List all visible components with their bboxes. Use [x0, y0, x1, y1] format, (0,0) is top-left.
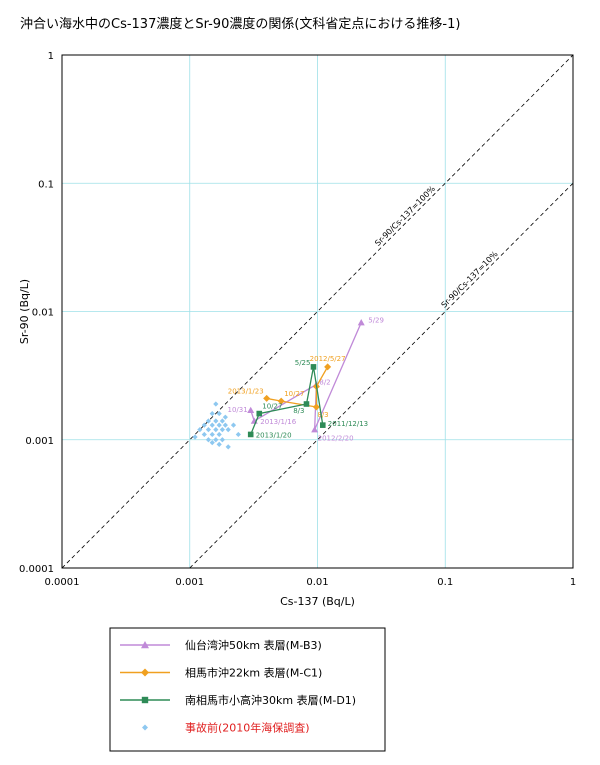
chart-title: 沖合い海水中のCs-137濃度とSr-90濃度の関係(文科省定点における推移-1… [20, 16, 460, 32]
data-point [319, 422, 326, 428]
x-axis-ticks: 0.0001 0.001 0.01 0.1 1 [45, 577, 577, 588]
point-label: 5/29 [368, 317, 384, 325]
data-point [141, 641, 149, 649]
point-label: 2013/1/16 [260, 418, 296, 426]
data-point [324, 363, 332, 371]
data-point [225, 444, 231, 450]
data-point [209, 422, 215, 428]
point-label: 5/25 [295, 359, 311, 367]
data-point [222, 414, 228, 420]
data-point [213, 437, 219, 443]
point-label: 2013/1/23 [228, 387, 264, 395]
legend-items: 仙台湾沖50km 表層(M-B3) 相馬市沖22km 表層(M-C1) 南相馬市小高… [120, 638, 356, 735]
point-label: 10/27 [284, 390, 304, 398]
data-point [357, 319, 365, 326]
data-point [312, 403, 320, 411]
legend-label: 南相馬市小高沖30km 表層(M-D1) [185, 693, 356, 707]
legend-item: 相馬市沖22km 表層(M-C1) [120, 666, 322, 680]
series-layer: 5/29 2012/2/20 8/2 2013/1/16 10/31 2012/5/27 8… [192, 317, 384, 450]
data-point [256, 410, 263, 417]
data-point [277, 397, 285, 405]
reference-line-label: Sr-90/Cs-137=10% [440, 249, 500, 309]
point-label: 2013/1/20 [256, 431, 292, 439]
data-point [216, 441, 222, 447]
data-point [213, 418, 219, 424]
data-point [216, 422, 222, 428]
reference-line [61, 54, 574, 569]
data-point [213, 401, 219, 407]
data-point [201, 422, 207, 428]
data-point [247, 406, 255, 413]
x-tick-label: 0.1 [437, 577, 453, 588]
data-point [213, 426, 219, 433]
x-tick-label: 0.0001 [45, 577, 80, 588]
y-tick-label: 0.0001 [19, 564, 54, 575]
point-label: 10/27 [262, 403, 282, 411]
data-point [219, 418, 225, 424]
legend-item: 南相馬市小高沖30km 表層(M-D1) [120, 693, 356, 707]
plot-frame [61, 54, 574, 569]
data-point [209, 410, 215, 417]
data-point [209, 440, 215, 446]
data-point [192, 434, 198, 440]
data-point [311, 426, 319, 433]
data-point [230, 422, 237, 428]
y-tick-label: 1 [48, 51, 54, 62]
data-point [216, 410, 222, 417]
reference-line-label: Sr-90/Cs-137=100% [373, 184, 437, 248]
data-point [205, 426, 212, 433]
data-point [225, 426, 231, 433]
data-point [201, 431, 207, 438]
series-1: 2012/5/27 8/3 10/27 2013/1/23 [228, 355, 346, 419]
data-point [222, 422, 228, 428]
y-tick-label: 0.001 [25, 436, 54, 447]
data-point [263, 394, 271, 402]
legend-item: 事故前(2010年海保調査) [142, 721, 310, 735]
y-tick-label: 0.01 [32, 308, 54, 319]
point-label: 10/31 [228, 406, 248, 414]
series-3 [192, 401, 241, 450]
legend-label: 事故前(2010年海保調査) [185, 721, 310, 735]
x-tick-label: 1 [570, 577, 576, 588]
data-point [197, 426, 203, 433]
data-point [205, 437, 212, 443]
point-label: 8/3 [317, 411, 328, 419]
point-label: 8/2 [319, 378, 330, 386]
data-point [205, 418, 212, 424]
legend-item: 仙台湾沖50km 表層(M-B3) [120, 638, 322, 652]
data-point [216, 431, 222, 438]
point-label: 2011/12/13 [328, 420, 368, 428]
point-label: 2012/5/27 [310, 355, 346, 363]
data-point [141, 668, 149, 677]
data-point [209, 431, 215, 438]
x-tick-label: 0.001 [175, 577, 204, 588]
x-tick-label: 0.01 [306, 577, 328, 588]
data-point [247, 431, 254, 438]
series-2: 2011/12/13 5/25 8/3 10/27 2013/1/20 [247, 359, 368, 439]
legend-label: 仙台湾沖50km 表層(M-B3) [185, 638, 322, 652]
x-axis-label: Cs-137 (Bq/L) [280, 595, 355, 608]
legend-label: 相馬市沖22km 表層(M-C1) [185, 666, 322, 680]
data-point [142, 724, 148, 731]
y-axis-label: Sr-90 (Bq/L) [18, 279, 31, 344]
y-tick-label: 0.1 [38, 179, 54, 190]
point-label: 2012/2/20 [318, 435, 354, 443]
data-point [235, 431, 241, 438]
data-point [141, 696, 149, 704]
data-point [219, 426, 225, 433]
data-point [303, 401, 310, 407]
data-point [310, 364, 317, 370]
legend [109, 627, 386, 752]
data-point [219, 437, 225, 443]
y-axis-ticks: 0.0001 0.001 0.01 0.1 1 [19, 51, 54, 575]
point-label: 8/3 [293, 407, 304, 415]
series-line [250, 322, 362, 430]
plot-grid [62, 55, 573, 568]
